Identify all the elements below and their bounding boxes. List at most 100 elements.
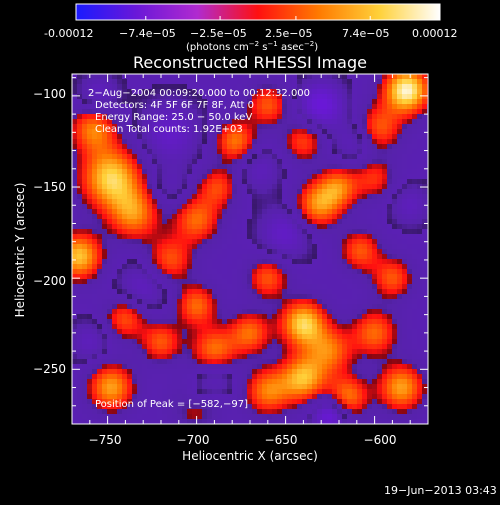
heatmap-cell [242, 184, 248, 190]
heatmap-cell [227, 359, 233, 365]
heatmap-cell [392, 334, 398, 340]
heatmap-cell [197, 144, 203, 150]
heatmap-cell [327, 374, 333, 380]
heatmap-cell [257, 179, 263, 185]
heatmap-cell [357, 349, 363, 355]
heatmap-cell [352, 379, 358, 385]
heatmap-cell [207, 159, 213, 165]
heatmap-cell [117, 194, 123, 200]
heatmap-cell [112, 259, 118, 265]
heatmap-cell [107, 154, 113, 160]
heatmap-cell [242, 169, 248, 175]
heatmap-cell [332, 104, 338, 110]
heatmap-cell [267, 244, 273, 250]
heatmap-cell [237, 319, 243, 325]
heatmap-cell [102, 184, 108, 190]
heatmap-cell [367, 369, 373, 375]
heatmap-cell [292, 369, 298, 375]
heatmap-cell [382, 219, 388, 225]
heatmap-cell [397, 349, 403, 355]
heatmap-cell [247, 299, 253, 305]
heatmap-cell [262, 169, 268, 175]
heatmap-cell [202, 254, 208, 260]
heatmap-cell [82, 294, 88, 300]
heatmap-cell [212, 379, 218, 385]
heatmap-cell [207, 184, 213, 190]
heatmap-cell [332, 239, 338, 245]
heatmap-cell [232, 189, 238, 195]
heatmap-cell [262, 344, 268, 350]
heatmap-cell [347, 99, 353, 105]
heatmap-cell [207, 254, 213, 260]
heatmap-cell [87, 409, 93, 415]
heatmap-cell [357, 174, 363, 180]
heatmap-cell [97, 334, 103, 340]
heatmap-cell [77, 299, 83, 305]
heatmap-cell [402, 149, 408, 155]
heatmap-cell [132, 229, 138, 235]
heatmap-cell [202, 269, 208, 275]
heatmap-cell [192, 309, 198, 315]
heatmap-cell [227, 229, 233, 235]
heatmap-cell [297, 319, 303, 325]
heatmap-cell [317, 179, 323, 185]
heatmap-cell [402, 304, 408, 310]
heatmap-cell [162, 239, 168, 245]
heatmap-cell [367, 114, 373, 120]
heatmap-cell [412, 139, 418, 145]
heatmap-cell [237, 359, 243, 365]
heatmap-cell [72, 304, 78, 310]
heatmap-cell [412, 104, 418, 110]
heatmap-cell [357, 134, 363, 140]
heatmap-cell [182, 214, 188, 220]
heatmap-cell [287, 389, 293, 395]
heatmap-cell [347, 124, 353, 130]
heatmap-cell [257, 369, 263, 375]
heatmap-cell [352, 269, 358, 275]
heatmap-cell [222, 264, 228, 270]
heatmap-cell [147, 329, 153, 335]
heatmap-cell [117, 74, 123, 80]
heatmap-cell [227, 249, 233, 255]
heatmap-cell [232, 194, 238, 200]
heatmap-cell [357, 109, 363, 115]
heatmap-cell [147, 169, 153, 175]
heatmap-cell [267, 174, 273, 180]
heatmap-cell [342, 379, 348, 385]
heatmap-cell [352, 334, 358, 340]
heatmap-cell [107, 329, 113, 335]
heatmap-cell [337, 319, 343, 325]
heatmap-cell [242, 194, 248, 200]
heatmap-cell [242, 269, 248, 275]
heatmap-cell [72, 224, 78, 230]
heatmap-cell [312, 279, 318, 285]
heatmap-cell [357, 384, 363, 390]
heatmap-cell [332, 369, 338, 375]
heatmap-cell [272, 359, 278, 365]
heatmap-cell [112, 339, 118, 345]
heatmap-cell [372, 164, 378, 170]
heatmap-cell [332, 279, 338, 285]
heatmap-cell [412, 74, 418, 80]
heatmap-cell [332, 249, 338, 255]
heatmap-cell [107, 189, 113, 195]
heatmap-cell [312, 354, 318, 360]
heatmap-cell [257, 189, 263, 195]
heatmap-cell [262, 239, 268, 245]
heatmap-cell [292, 329, 298, 335]
heatmap-cell [102, 284, 108, 290]
heatmap-cell [147, 154, 153, 160]
heatmap-cell [332, 149, 338, 155]
heatmap-cell [192, 374, 198, 380]
heatmap-cell [132, 214, 138, 220]
heatmap-cell [297, 324, 303, 330]
heatmap-cell [267, 409, 273, 415]
heatmap-cell [292, 194, 298, 200]
heatmap-cell [377, 284, 383, 290]
heatmap-cell [82, 234, 88, 240]
heatmap-cell [327, 259, 333, 265]
heatmap-cell [82, 114, 88, 120]
heatmap-cell [237, 274, 243, 280]
heatmap-cell [117, 149, 123, 155]
heatmap-cell [247, 254, 253, 260]
